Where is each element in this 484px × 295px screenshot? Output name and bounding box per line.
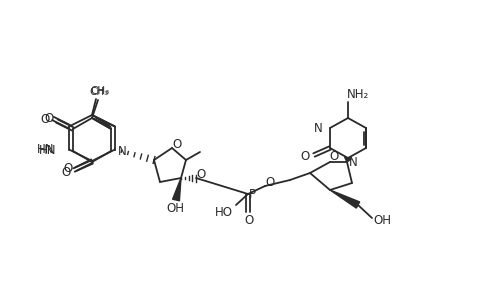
Polygon shape [345,157,351,162]
Text: OH: OH [373,214,391,227]
Text: O: O [265,176,274,189]
Text: O: O [244,214,254,227]
Text: HN: HN [39,145,57,158]
Text: O: O [63,163,73,176]
Text: N: N [314,122,323,135]
Text: HO: HO [215,206,233,219]
Text: O: O [197,168,206,181]
Text: CH₃: CH₃ [91,86,109,96]
Text: OH: OH [166,202,184,216]
Text: O: O [61,166,71,179]
Text: NH₂: NH₂ [347,88,369,101]
Text: P: P [248,188,256,201]
Text: O: O [40,113,50,126]
Text: O: O [44,112,54,124]
Polygon shape [330,190,360,208]
Text: N: N [348,155,357,168]
Text: N: N [118,145,126,158]
Text: HN: HN [36,143,54,156]
Polygon shape [173,178,181,201]
Text: O: O [330,150,339,163]
Text: CH₃: CH₃ [90,87,108,97]
Text: O: O [301,150,310,163]
Text: O: O [172,137,182,150]
